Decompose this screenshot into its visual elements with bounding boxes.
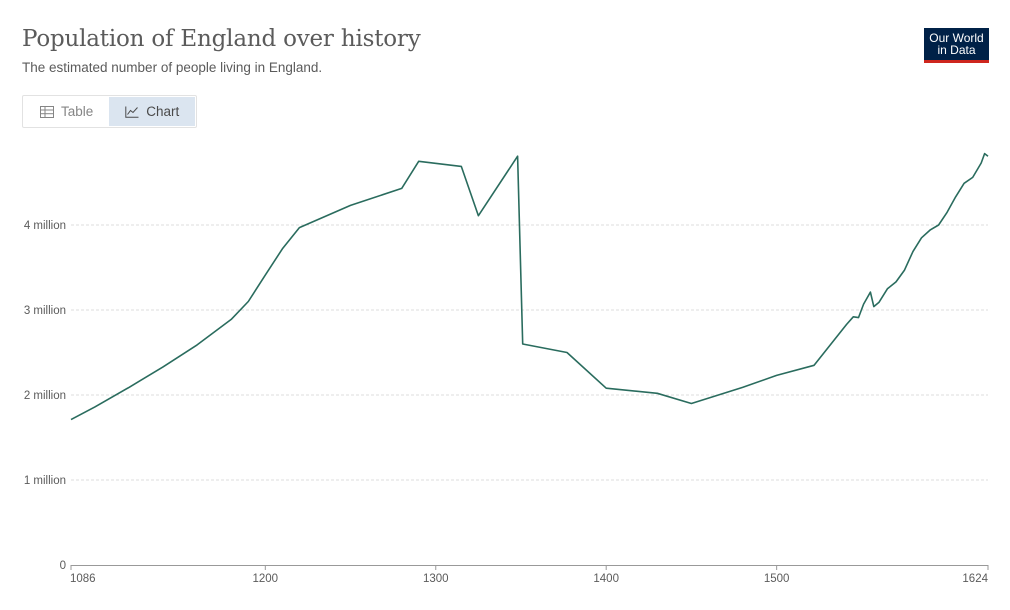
tab-chart-label: Chart <box>146 104 180 119</box>
population-series-line <box>70 152 989 421</box>
x-tick-label: 1500 <box>764 573 790 585</box>
table-icon <box>40 105 54 118</box>
tab-table[interactable]: Table <box>24 97 109 126</box>
tab-table-label: Table <box>61 104 94 119</box>
line-chart-icon <box>125 106 139 118</box>
logo-line-2: in Data <box>937 43 976 57</box>
x-tick-label: 1086 <box>70 573 96 585</box>
chart-subtitle: The estimated number of people living in… <box>22 60 323 75</box>
y-tick-label: 2 million <box>24 390 66 402</box>
y-tick-label: 3 million <box>24 305 66 317</box>
y-tick-label: 1 million <box>24 475 66 487</box>
y-tick-label: 4 million <box>24 220 66 232</box>
x-tick-label: 1400 <box>593 573 619 585</box>
logo-line-1: Our World <box>929 31 984 45</box>
y-tick-label: 0 <box>60 560 66 572</box>
x-tick-label: 1300 <box>423 573 449 585</box>
x-tick-label: 1624 <box>962 573 988 585</box>
owid-logo[interactable]: Our World in Data <box>924 28 989 63</box>
view-tabs: Table Chart <box>22 95 198 128</box>
tab-chart[interactable]: Chart <box>109 97 196 126</box>
chart-title: Population of England over history <box>22 26 421 52</box>
x-tick-label: 1200 <box>253 573 279 585</box>
